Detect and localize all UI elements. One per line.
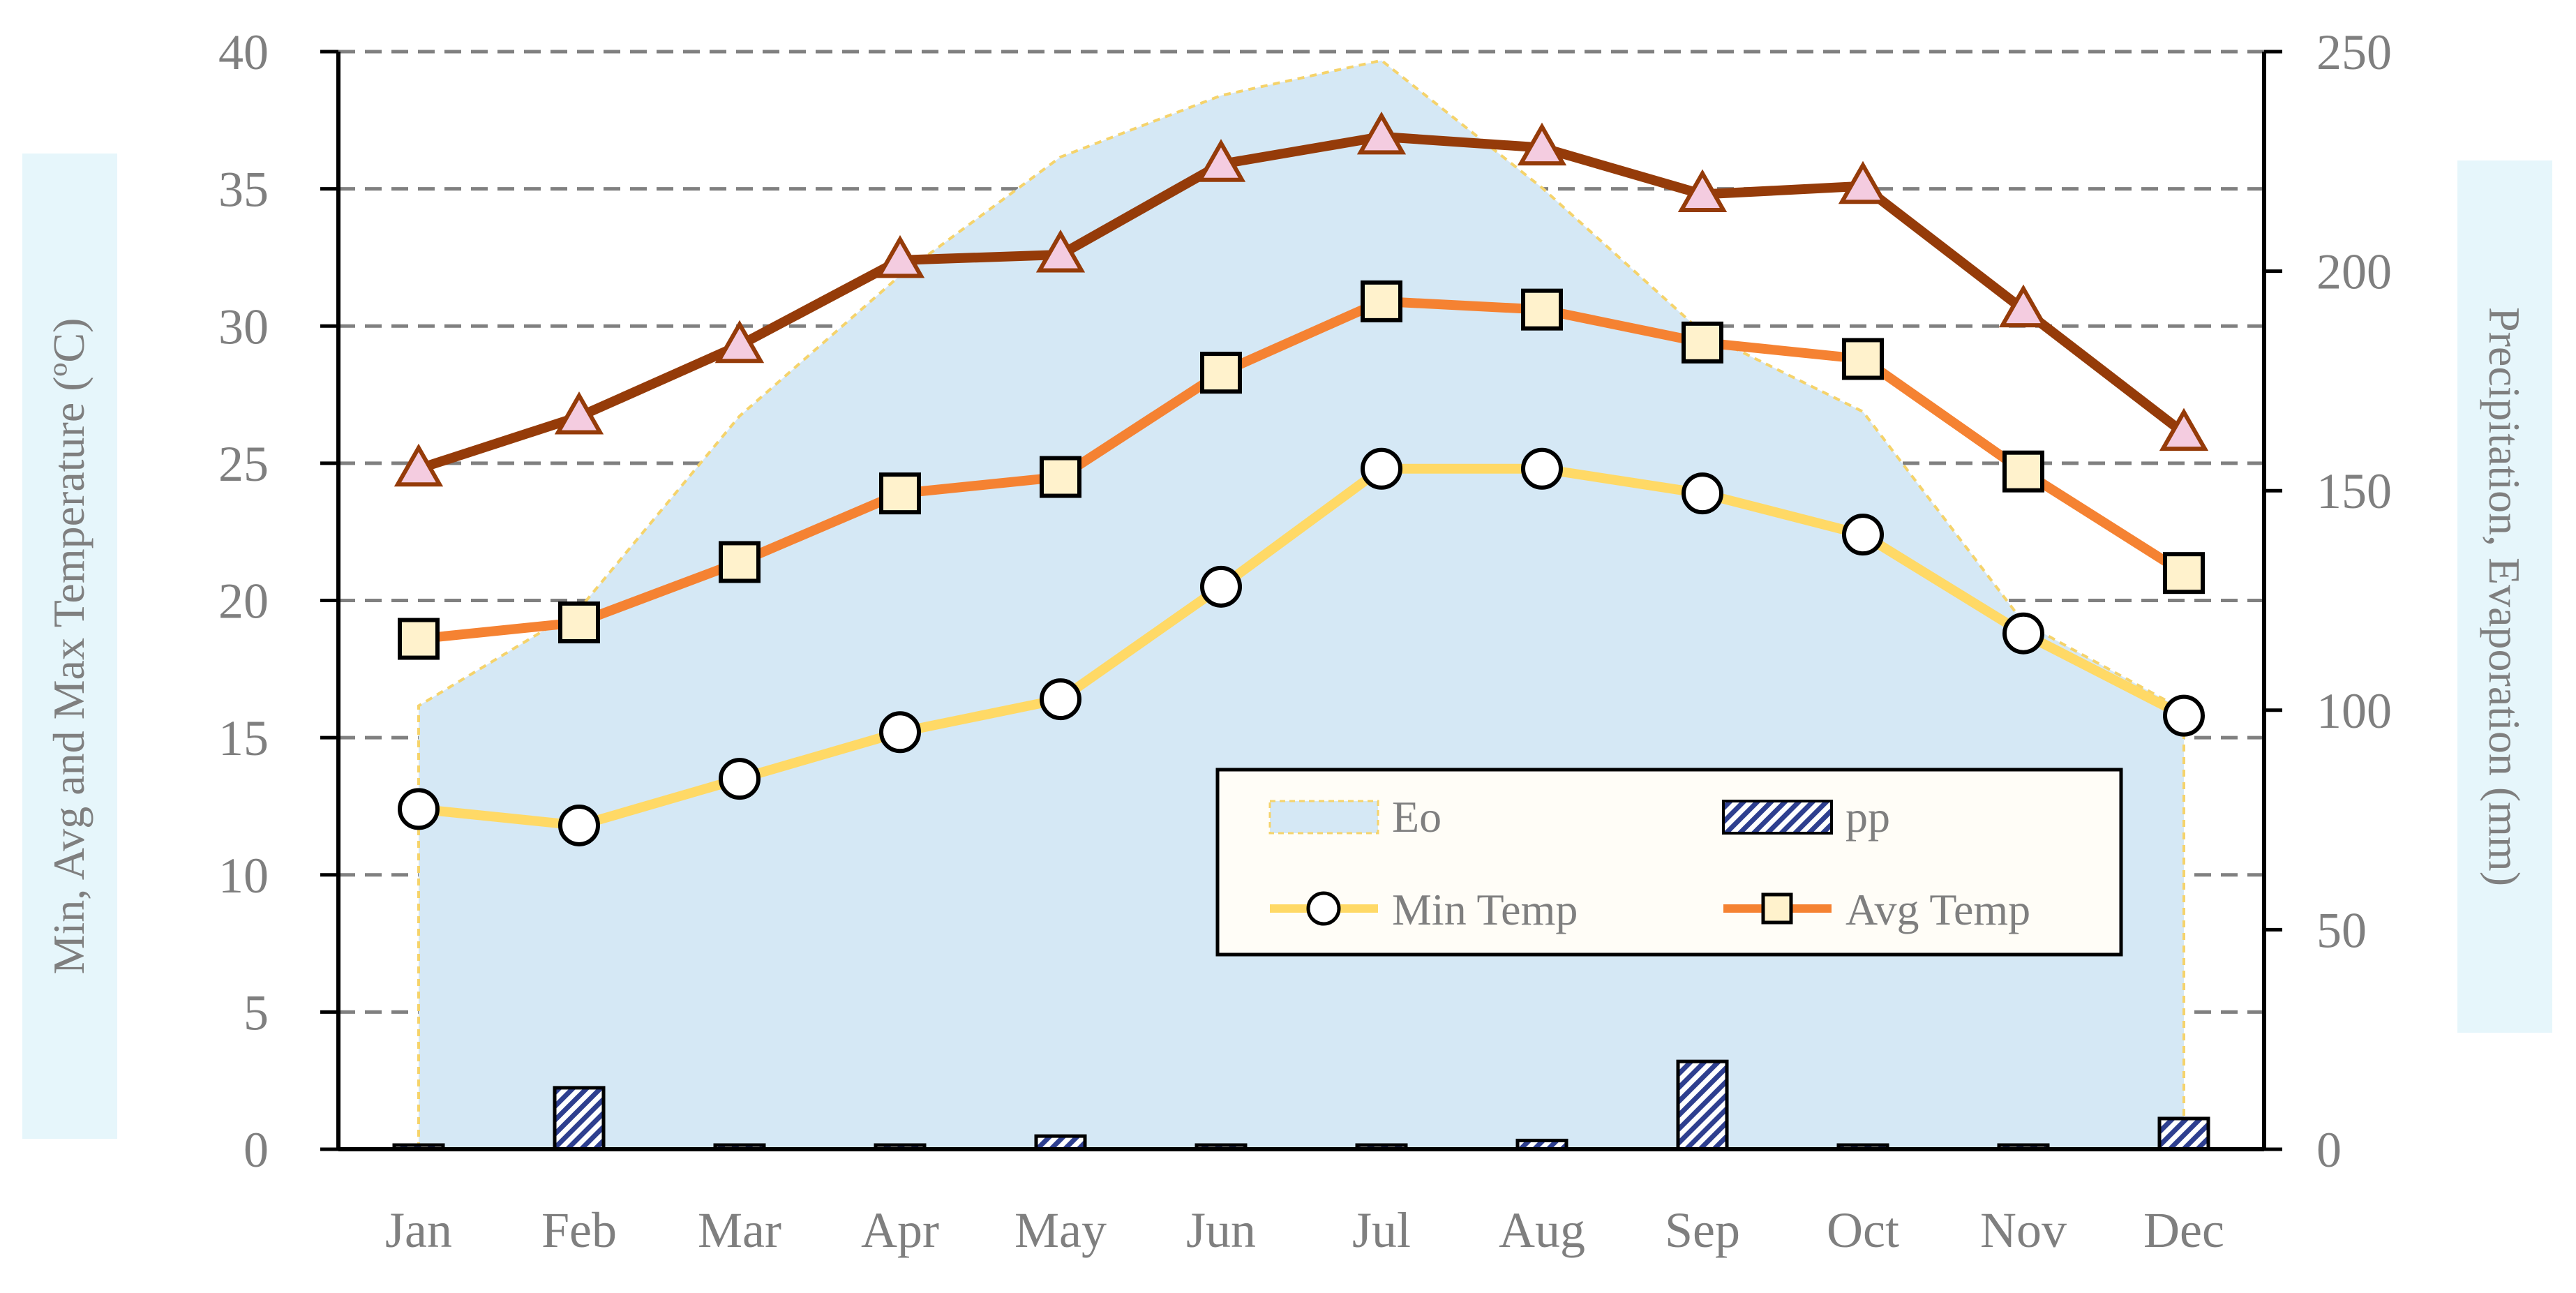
precip-bar (2157, 1116, 2210, 1151)
x-tick-label: Dec (2143, 1202, 2224, 1258)
right-tick-label: 250 (2316, 24, 2392, 80)
axes: 0 5 10 15 20 25 30 35 40 0 50 100 150 200 250 Jan Feb Mar… (218, 24, 2392, 1258)
legend-swatch-eo (1268, 800, 1379, 835)
x-tick-label: Mar (698, 1202, 781, 1258)
max-temp-marker (1035, 229, 1086, 273)
right-tick-label: 0 (2316, 1122, 2342, 1178)
max-temp-marker (875, 234, 925, 278)
max-temp-marker (714, 320, 765, 364)
right-tick-label: 100 (2316, 683, 2392, 739)
min-temp-marker (1842, 514, 1884, 556)
legend-swatch-pp (1722, 800, 1833, 835)
left-tick-label: 20 (218, 574, 269, 629)
min-temp-line (418, 463, 2187, 830)
avg-temp-marker (1682, 321, 1723, 364)
max-temp-marker (2159, 408, 2209, 451)
legend-label-min-temp: Min Temp (1392, 885, 1578, 934)
max-temp-marker (1838, 160, 1888, 204)
x-tick-label: Apr (861, 1202, 939, 1258)
left-tick-label: 15 (218, 710, 269, 766)
right-tick-label: 150 (2316, 463, 2392, 519)
right-axis-label-bg (2457, 160, 2552, 1033)
left-tick-label: 25 (218, 436, 269, 492)
left-tick-label: 35 (218, 162, 269, 218)
x-tick-label: Nov (1980, 1202, 2067, 1258)
left-tick-label: 5 (244, 985, 269, 1040)
min-temp-marker (398, 788, 440, 830)
x-tick-label: May (1014, 1202, 1107, 1258)
right-axis-label: Precipitation, Evaporation (mm) (2480, 307, 2529, 886)
min-temp-marker (1200, 565, 1242, 608)
min-temp-marker (1040, 678, 1081, 721)
left-tick-label: 0 (244, 1122, 269, 1178)
min-temp-marker (879, 711, 921, 754)
x-tick-label: Jan (385, 1202, 452, 1258)
avg-temp-marker (1521, 288, 1563, 331)
max-temp-line (417, 131, 2187, 474)
avg-temp-marker (2002, 450, 2044, 493)
x-tick-label: Aug (1499, 1202, 1585, 1258)
temperature-lines-layer (394, 111, 2209, 846)
avg-temp-marker (1200, 352, 1242, 394)
legend-marker-min-temp (1306, 891, 1341, 926)
x-tick-label: Sep (1665, 1202, 1740, 1258)
left-tick-label: 40 (218, 24, 269, 80)
right-tick-label: 50 (2316, 902, 2367, 958)
avg-temp-marker (558, 601, 600, 643)
legend-label-pp: pp (1845, 792, 1890, 842)
avg-temp-marker (1040, 456, 1081, 498)
legend-label-eo: Eo (1392, 792, 1441, 842)
legend: Eo pp Min Temp Avg Temp (1215, 768, 2123, 957)
min-temp-marker (558, 804, 600, 846)
max-temp-marker (554, 391, 604, 435)
max-temp-marker (1677, 169, 1728, 212)
legend-label-avg-temp: Avg Temp (1845, 885, 2030, 934)
precip-bar (553, 1086, 606, 1151)
min-temp-marker (1682, 472, 1723, 515)
min-temp-marker (2163, 694, 2205, 737)
avg-temp-marker (1842, 338, 1884, 380)
min-temp-marker (1521, 447, 1563, 490)
max-temp-marker (394, 443, 444, 487)
x-tick-label: Feb (541, 1202, 617, 1258)
avg-temp-marker (879, 472, 921, 515)
avg-temp-marker (2163, 552, 2205, 595)
left-tick-label: 30 (218, 299, 269, 354)
left-axis-label-bg (22, 154, 117, 1139)
x-tick-label: Jun (1186, 1202, 1256, 1258)
max-temp-marker (1998, 284, 2049, 328)
avg-temp-marker (1361, 280, 1402, 322)
avg-temp-marker (398, 618, 440, 660)
max-temp-marker (1356, 111, 1407, 155)
avg-temp-marker (719, 541, 761, 583)
x-tick-label: Oct (1827, 1202, 1899, 1258)
precip-bar (1676, 1059, 1729, 1151)
min-temp-marker (719, 758, 761, 800)
max-temp-marker (1517, 122, 1567, 166)
max-temp-marker (1196, 139, 1246, 182)
min-temp-marker (2002, 612, 2044, 655)
right-tick-label: 200 (2316, 244, 2392, 300)
x-tick-label: Jul (1352, 1202, 1411, 1258)
legend-marker-avg-temp (1761, 892, 1793, 925)
avg-temp-line (418, 296, 2187, 644)
left-tick-label: 10 (218, 848, 269, 904)
min-temp-marker (1361, 447, 1402, 490)
left-axis-label: Min, Avg and Max Temperature (ºC) (44, 318, 93, 975)
